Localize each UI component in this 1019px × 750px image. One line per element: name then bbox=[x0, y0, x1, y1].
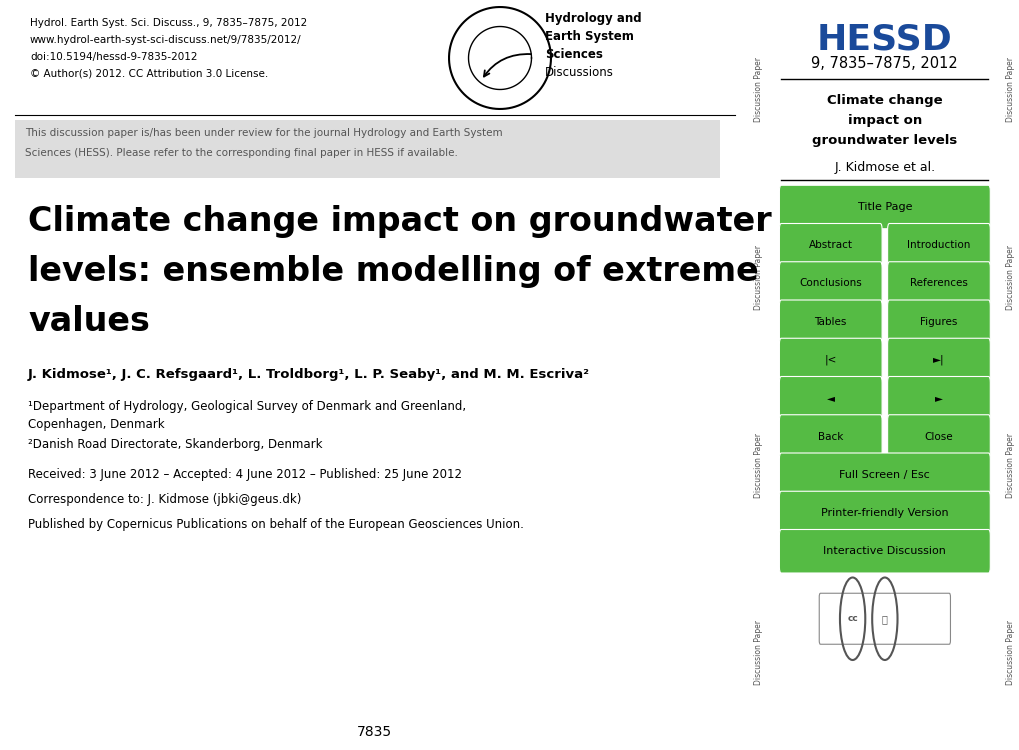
Text: Earth System: Earth System bbox=[544, 30, 633, 43]
FancyBboxPatch shape bbox=[779, 300, 881, 344]
Text: Copenhagen, Denmark: Copenhagen, Denmark bbox=[28, 418, 164, 431]
Text: www.hydrol-earth-syst-sci-discuss.net/9/7835/2012/: www.hydrol-earth-syst-sci-discuss.net/9/… bbox=[30, 35, 302, 45]
Text: groundwater levels: groundwater levels bbox=[811, 134, 957, 147]
FancyBboxPatch shape bbox=[818, 593, 950, 644]
Text: Close: Close bbox=[924, 431, 953, 442]
Text: Discussions: Discussions bbox=[544, 66, 613, 79]
Text: ¹Department of Hydrology, Geological Survey of Denmark and Greenland,: ¹Department of Hydrology, Geological Sur… bbox=[28, 400, 466, 413]
Text: Hydrol. Earth Syst. Sci. Discuss., 9, 7835–7875, 2012: Hydrol. Earth Syst. Sci. Discuss., 9, 78… bbox=[30, 18, 307, 28]
FancyBboxPatch shape bbox=[779, 224, 881, 267]
Text: Tables: Tables bbox=[814, 316, 846, 327]
Text: J. Kidmose et al.: J. Kidmose et al. bbox=[834, 161, 934, 174]
Text: This discussion paper is/has been under review for the journal Hydrology and Ear: This discussion paper is/has been under … bbox=[25, 128, 502, 138]
Text: ⓘ: ⓘ bbox=[881, 614, 887, 624]
Text: Full Screen / Esc: Full Screen / Esc bbox=[839, 470, 929, 480]
Text: ►: ► bbox=[934, 393, 942, 404]
Text: 9, 7835–7875, 2012: 9, 7835–7875, 2012 bbox=[811, 56, 957, 71]
Text: Discussion Paper: Discussion Paper bbox=[753, 433, 762, 497]
Text: Introduction: Introduction bbox=[906, 240, 970, 250]
Text: HESSD: HESSD bbox=[816, 22, 952, 56]
Text: |<: |< bbox=[823, 355, 837, 365]
FancyBboxPatch shape bbox=[779, 338, 881, 382]
Text: J. Kidmose¹, J. C. Refsgaard¹, L. Troldborg¹, L. P. Seaby¹, and M. M. Escriva²: J. Kidmose¹, J. C. Refsgaard¹, L. Troldb… bbox=[28, 368, 589, 381]
FancyBboxPatch shape bbox=[887, 338, 989, 382]
Text: Discussion Paper: Discussion Paper bbox=[1006, 433, 1015, 497]
FancyBboxPatch shape bbox=[779, 262, 881, 305]
Text: Discussion Paper: Discussion Paper bbox=[753, 620, 762, 685]
Text: Figures: Figures bbox=[919, 316, 957, 327]
Text: Correspondence to: J. Kidmose (jbki@geus.dk): Correspondence to: J. Kidmose (jbki@geus… bbox=[28, 493, 301, 506]
Text: Interactive Discussion: Interactive Discussion bbox=[822, 546, 946, 556]
FancyBboxPatch shape bbox=[779, 453, 989, 497]
FancyBboxPatch shape bbox=[779, 376, 881, 420]
Text: ►|: ►| bbox=[932, 355, 944, 365]
Text: Climate change impact on groundwater: Climate change impact on groundwater bbox=[28, 205, 770, 238]
FancyBboxPatch shape bbox=[779, 530, 989, 573]
Text: Back: Back bbox=[817, 431, 843, 442]
FancyBboxPatch shape bbox=[887, 415, 989, 458]
Bar bbox=[15, 120, 719, 178]
Text: levels: ensemble modelling of extreme: levels: ensemble modelling of extreme bbox=[28, 255, 758, 288]
Text: Discussion Paper: Discussion Paper bbox=[753, 245, 762, 310]
Text: values: values bbox=[28, 305, 150, 338]
FancyBboxPatch shape bbox=[779, 415, 881, 458]
Text: ◄: ◄ bbox=[826, 393, 834, 404]
Text: Abstract: Abstract bbox=[808, 240, 852, 250]
FancyBboxPatch shape bbox=[779, 185, 989, 229]
Text: Sciences (HESS). Please refer to the corresponding final paper in HESS if availa: Sciences (HESS). Please refer to the cor… bbox=[25, 148, 458, 158]
Text: Sciences: Sciences bbox=[544, 48, 602, 61]
Text: Received: 3 June 2012 – Accepted: 4 June 2012 – Published: 25 June 2012: Received: 3 June 2012 – Accepted: 4 June… bbox=[28, 468, 462, 481]
Text: Discussion Paper: Discussion Paper bbox=[1006, 245, 1015, 310]
Text: Published by Copernicus Publications on behalf of the European Geosciences Union: Published by Copernicus Publications on … bbox=[28, 518, 524, 531]
Text: Hydrology and: Hydrology and bbox=[544, 12, 641, 25]
FancyBboxPatch shape bbox=[887, 300, 989, 344]
FancyBboxPatch shape bbox=[779, 491, 989, 535]
Text: Printer-friendly Version: Printer-friendly Version bbox=[820, 508, 948, 518]
Text: doi:10.5194/hessd-9-7835-2012: doi:10.5194/hessd-9-7835-2012 bbox=[30, 52, 198, 62]
Text: cc: cc bbox=[847, 614, 857, 623]
Text: impact on: impact on bbox=[847, 114, 921, 127]
Text: ²Danish Road Directorate, Skanderborg, Denmark: ²Danish Road Directorate, Skanderborg, D… bbox=[28, 438, 322, 451]
Text: Discussion Paper: Discussion Paper bbox=[753, 58, 762, 122]
Text: Conclusions: Conclusions bbox=[799, 278, 861, 289]
FancyBboxPatch shape bbox=[887, 376, 989, 420]
Text: References: References bbox=[909, 278, 967, 289]
Text: © Author(s) 2012. CC Attribution 3.0 License.: © Author(s) 2012. CC Attribution 3.0 Lic… bbox=[30, 69, 268, 79]
Text: 7835: 7835 bbox=[357, 725, 392, 739]
FancyBboxPatch shape bbox=[887, 224, 989, 267]
Text: Discussion Paper: Discussion Paper bbox=[1006, 58, 1015, 122]
FancyBboxPatch shape bbox=[887, 262, 989, 305]
Text: Discussion Paper: Discussion Paper bbox=[1006, 620, 1015, 685]
Text: Title Page: Title Page bbox=[857, 202, 911, 212]
Text: Climate change: Climate change bbox=[826, 94, 942, 106]
